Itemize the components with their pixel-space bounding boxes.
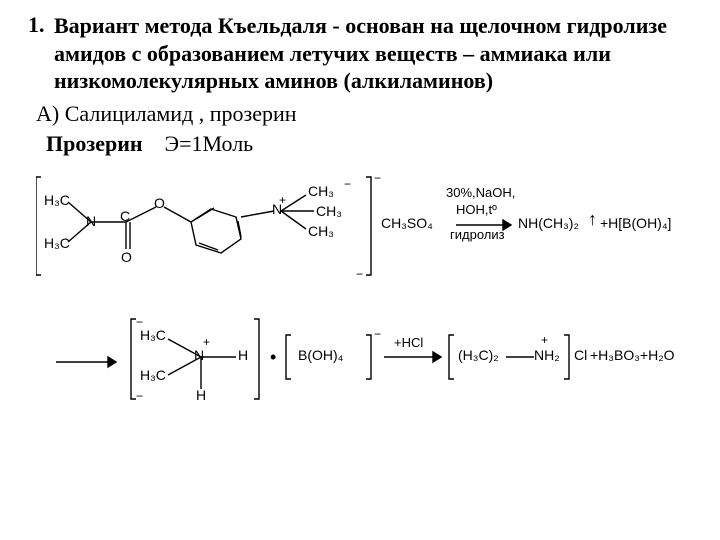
lbl-outer-minus: − bbox=[374, 171, 381, 185]
lbl-anion-top: − bbox=[344, 177, 351, 191]
lbl-ch3-a: CH₃ bbox=[308, 183, 334, 199]
lbl-tail: +H₃BO₃+H₂O bbox=[590, 347, 675, 363]
lbl-c-1: C bbox=[120, 208, 130, 224]
lbl-h3c-2: H₃C bbox=[44, 235, 70, 251]
lbl-nplus-charge: + bbox=[279, 193, 286, 207]
lbl-n-1: N bbox=[86, 213, 96, 229]
item-title: Вариант метода Къельдаля - основан на ще… bbox=[54, 12, 692, 95]
arrow-up-icon: ↑ bbox=[588, 209, 597, 230]
list-number: 1. bbox=[28, 12, 54, 38]
lbl-leftbr-minus: − bbox=[136, 315, 143, 329]
lbl-o-dbl: O bbox=[121, 249, 132, 265]
sub-a: А) Салициламид , прозерин bbox=[36, 101, 692, 127]
lbl-ch3-b: CH₃ bbox=[316, 203, 342, 219]
lbl-nh2: NH₂ bbox=[534, 347, 560, 363]
lbl-h3c2: (H₃C)₂ bbox=[458, 347, 499, 363]
lbl-nhch32: NH(CH₃)₂ bbox=[518, 215, 579, 231]
prozerin-label: Прозерин bbox=[46, 131, 143, 156]
lbl-hcl: +HCl bbox=[394, 335, 423, 350]
lbl-h3c-4: H₃C bbox=[140, 367, 166, 383]
lbl-ch3-c: CH₃ bbox=[308, 223, 334, 239]
lbl-h-right: H bbox=[238, 347, 248, 363]
lbl-boh4-minus: − bbox=[374, 327, 381, 341]
lbl-hydro: гидролиз bbox=[450, 227, 505, 242]
lbl-cl: Cl bbox=[574, 347, 587, 363]
lbl-h-bottom: H bbox=[196, 387, 206, 403]
lbl-h3c-3: H₃C bbox=[140, 327, 166, 343]
lbl-nh2-plus: + bbox=[541, 333, 548, 347]
lbl-n-2: N bbox=[194, 347, 204, 363]
lbl-naoh: 30%,NaOH, bbox=[446, 185, 515, 200]
lbl-o-bridge: O bbox=[154, 195, 165, 211]
lbl-bl-minus: − bbox=[136, 389, 143, 403]
lbl-hoh: HOH,tº bbox=[456, 202, 497, 217]
lbl-ch3so4: CH₃SO₄ bbox=[381, 215, 433, 231]
prozerin-line: Прозерин Э=1Моль bbox=[46, 131, 692, 157]
lbl-boh4: B(OH)₄ bbox=[298, 347, 343, 363]
lbl-h3c-1: H₃C bbox=[44, 192, 70, 208]
reaction-scheme: H₃C H₃C N C O O N + CH₃ CH₃ CH₃ − − − CH… bbox=[36, 167, 696, 457]
dot-sep-icon: • bbox=[270, 347, 276, 368]
lbl-nplus2: + bbox=[203, 335, 210, 349]
lbl-hboh4: +H[B(OH)₄] bbox=[600, 215, 671, 231]
lbl-ion-bottom: − bbox=[356, 267, 363, 281]
prozerin-eq: Э=1Моль bbox=[165, 131, 254, 156]
